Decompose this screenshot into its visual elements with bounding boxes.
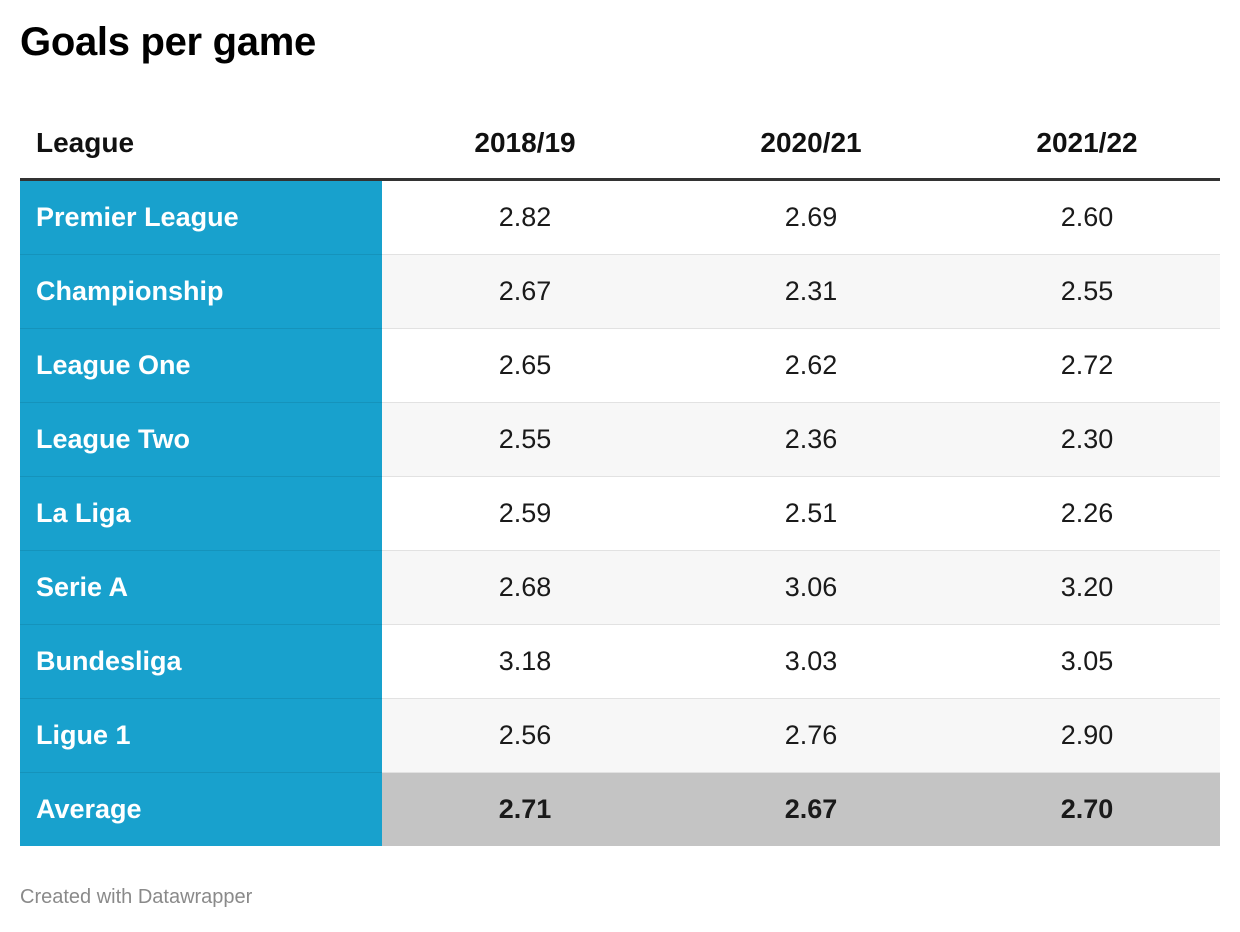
value-cell: 2.82 (382, 179, 668, 255)
value-cell: 2.65 (382, 328, 668, 403)
league-name-cell: League One (20, 328, 382, 403)
value-cell: 2.36 (668, 402, 954, 477)
league-name-cell: Average (20, 772, 382, 846)
table-row: Ligue 1 2.56 2.76 2.90 (20, 698, 1220, 773)
value-cell: 2.30 (954, 402, 1220, 477)
league-name-cell: Championship (20, 254, 382, 329)
value-cell: 2.90 (954, 698, 1220, 773)
value-cell: 3.06 (668, 550, 954, 625)
value-cell: 2.31 (668, 254, 954, 329)
header-row: League 2018/19 2020/21 2021/22 (20, 108, 1220, 181)
table-row: Championship 2.67 2.31 2.55 (20, 254, 1220, 329)
table-body: Premier League 2.82 2.69 2.60 Championship 2.… (20, 179, 1220, 846)
value-cell: 3.03 (668, 624, 954, 699)
table-row: La Liga 2.59 2.51 2.26 (20, 476, 1220, 551)
league-name-cell: Ligue 1 (20, 698, 382, 773)
table-row: Premier League 2.82 2.69 2.60 (20, 179, 1220, 255)
value-cell: 2.76 (668, 698, 954, 773)
value-cell: 3.18 (382, 624, 668, 699)
value-cell: 3.05 (954, 624, 1220, 699)
table-row: League Two 2.55 2.36 2.30 (20, 402, 1220, 477)
value-cell: 2.55 (954, 254, 1220, 329)
chart-title: Goals per game (20, 20, 316, 64)
league-name-cell: Premier League (20, 179, 382, 255)
value-cell: 2.56 (382, 698, 668, 773)
league-name-cell: La Liga (20, 476, 382, 551)
value-cell: 2.67 (382, 254, 668, 329)
value-cell: 2.62 (668, 328, 954, 403)
value-cell: 2.60 (954, 179, 1220, 255)
value-cell: 2.67 (668, 772, 954, 846)
goals-table: League 2018/19 2020/21 2021/22 Premier L… (20, 108, 1220, 846)
table-row: League One 2.65 2.62 2.72 (20, 328, 1220, 403)
value-cell: 2.68 (382, 550, 668, 625)
column-header-2021-22[interactable]: 2021/22 (954, 108, 1220, 181)
league-name-cell: Bundesliga (20, 624, 382, 699)
value-cell: 2.71 (382, 772, 668, 846)
average-row: Average 2.71 2.67 2.70 (20, 772, 1220, 846)
value-cell: 2.70 (954, 772, 1220, 846)
value-cell: 2.55 (382, 402, 668, 477)
league-name-cell: Serie A (20, 550, 382, 625)
column-header-2020-21[interactable]: 2020/21 (668, 108, 954, 181)
column-header-league[interactable]: League (20, 108, 382, 181)
value-cell: 2.72 (954, 328, 1220, 403)
column-header-2018-19[interactable]: 2018/19 (382, 108, 668, 181)
table-row: Bundesliga 3.18 3.03 3.05 (20, 624, 1220, 699)
value-cell: 3.20 (954, 550, 1220, 625)
table-row: Serie A 2.68 3.06 3.20 (20, 550, 1220, 625)
value-cell: 2.59 (382, 476, 668, 551)
value-cell: 2.26 (954, 476, 1220, 551)
footer-credit: Created with Datawrapper (20, 886, 253, 908)
value-cell: 2.69 (668, 179, 954, 255)
value-cell: 2.51 (668, 476, 954, 551)
league-name-cell: League Two (20, 402, 382, 477)
